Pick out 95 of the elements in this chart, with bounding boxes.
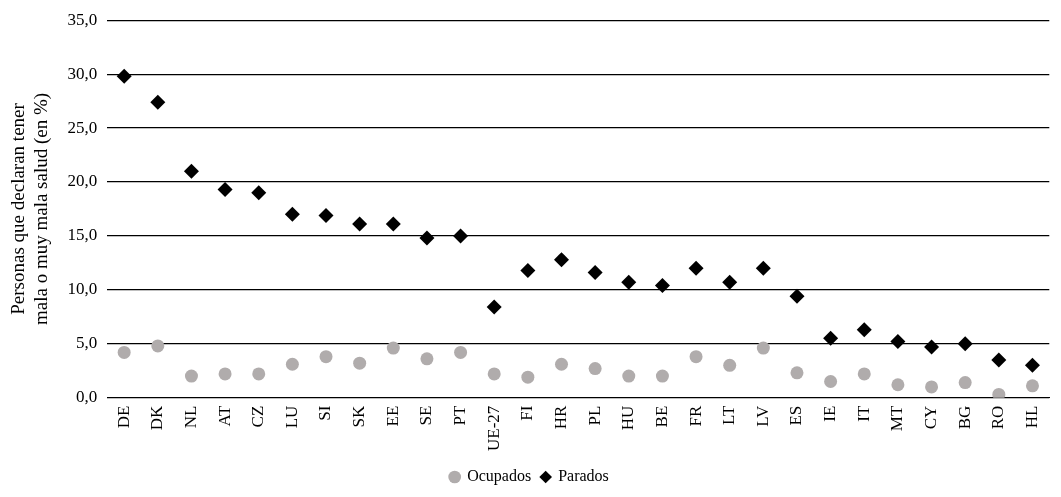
point <box>991 352 1007 368</box>
y-tick-label: 15,0 <box>67 225 98 245</box>
x-tick-label: HL <box>1021 405 1041 429</box>
point <box>654 278 670 294</box>
point <box>150 94 166 110</box>
point <box>151 339 165 353</box>
point <box>218 367 232 381</box>
y-tick-label: 30,0 <box>67 63 98 83</box>
point <box>755 260 771 276</box>
x-tick-label: LV <box>752 404 772 427</box>
point <box>453 228 469 244</box>
legend-label: Ocupados <box>467 467 532 486</box>
point <box>487 367 501 381</box>
point <box>824 375 838 388</box>
x-tick-label: DK <box>147 404 167 431</box>
x-tick-label: HU <box>618 405 638 431</box>
point <box>925 380 939 394</box>
point <box>621 274 637 290</box>
x-tick-label: FI <box>517 405 537 421</box>
point <box>285 357 299 371</box>
x-tick-label: BG <box>954 405 974 430</box>
x-tick-label: MT <box>887 405 907 432</box>
x-tick-label: SK <box>349 404 369 428</box>
point <box>789 288 805 304</box>
point <box>385 216 401 232</box>
x-tick-label: IE <box>820 405 840 422</box>
point <box>756 341 770 355</box>
point <box>857 367 871 381</box>
point <box>823 330 839 346</box>
point <box>689 350 703 364</box>
point <box>790 366 804 380</box>
point <box>957 336 973 352</box>
point <box>117 345 131 359</box>
point <box>183 163 199 179</box>
point <box>924 339 940 355</box>
point <box>890 334 906 350</box>
x-tick-label: AT <box>214 405 234 427</box>
x-tick-label: PT <box>450 405 470 426</box>
point <box>521 370 535 384</box>
x-tick-label: RO <box>988 405 1008 430</box>
point <box>992 387 1006 398</box>
x-tick-label: BE <box>651 405 671 428</box>
x-tick-label: DE <box>113 405 133 429</box>
point <box>454 345 468 359</box>
point <box>217 182 233 198</box>
point <box>353 356 367 370</box>
x-tick-label: EE <box>382 405 402 427</box>
x-tick-label: PL <box>584 405 604 426</box>
point <box>587 265 603 281</box>
x-tick-label: SI <box>315 405 335 421</box>
x-tick-label: ES <box>786 405 806 426</box>
point <box>856 322 872 338</box>
y-tick-label: 25,0 <box>67 117 98 137</box>
point <box>251 185 267 201</box>
x-tick-label: UE-27 <box>483 405 503 452</box>
x-tick-label: LU <box>281 405 301 429</box>
point <box>958 376 972 390</box>
point <box>555 357 568 371</box>
y-tick-label: 35,0 <box>67 9 98 29</box>
point <box>284 206 300 222</box>
x-tick-label: SE <box>416 405 436 426</box>
point <box>1024 357 1040 373</box>
point <box>319 350 333 364</box>
point <box>184 369 198 383</box>
point <box>420 352 434 366</box>
point <box>722 274 738 290</box>
point <box>252 367 266 381</box>
point <box>520 262 536 278</box>
x-tick-label: IT <box>853 405 873 422</box>
point <box>116 68 132 84</box>
point <box>1025 379 1039 393</box>
point <box>318 207 334 223</box>
point <box>588 362 602 376</box>
point <box>688 260 704 276</box>
y-tick-label: 0,0 <box>76 387 98 407</box>
point <box>419 230 435 246</box>
point <box>386 341 400 355</box>
point <box>622 369 636 383</box>
point <box>655 369 669 383</box>
point <box>723 358 737 372</box>
point <box>352 216 368 232</box>
legend-label: Parados <box>558 467 609 485</box>
y-tick-label: 20,0 <box>67 171 98 191</box>
x-tick-label: HR <box>550 405 570 430</box>
x-tick-label: LT <box>719 405 739 425</box>
y-tick-label: 10,0 <box>67 279 98 299</box>
point <box>554 252 569 268</box>
y-tick-label: 5,0 <box>76 333 98 353</box>
point <box>486 299 502 315</box>
x-tick-label: NL <box>180 405 200 429</box>
x-tick-label: CY <box>921 405 941 430</box>
x-tick-label: FR <box>685 405 705 427</box>
y-axis-title: Personas que declaran tener mala o muy mala salud (en %) <box>7 92 53 326</box>
point <box>891 378 905 392</box>
x-tick-label: CZ <box>248 405 268 428</box>
